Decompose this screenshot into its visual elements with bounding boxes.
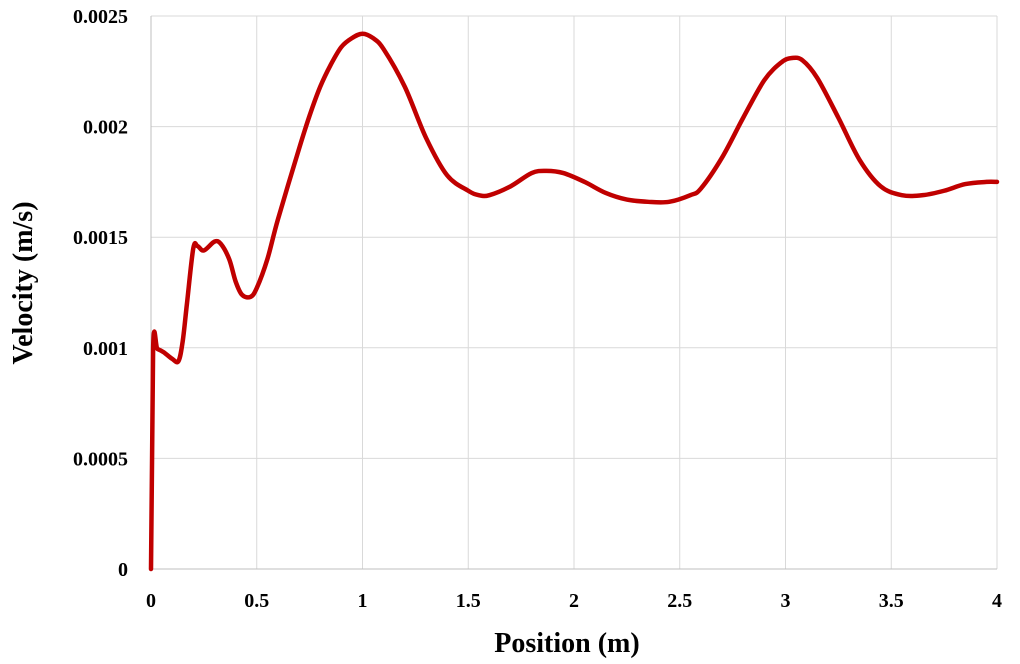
- y-tick-label: 0: [118, 559, 128, 581]
- y-tick-label: 0.0005: [73, 448, 128, 470]
- y-axis-tick-labels: 0 0.0005 0.001 0.0015 0.002 0.0025: [73, 6, 128, 581]
- grid-lines: [151, 15, 998, 569]
- x-tick-label: 3.5: [879, 590, 904, 612]
- x-tick-label: 2: [569, 590, 579, 612]
- x-axis-title: Position (m): [494, 628, 639, 659]
- y-axis-title: Velocity (m/s): [8, 201, 39, 364]
- y-tick-label: 0.002: [83, 117, 128, 139]
- velocity-series-line: [148, 31, 1000, 572]
- series-group: [148, 31, 1000, 572]
- y-tick-label: 0.0015: [73, 227, 128, 249]
- x-tick-label: 1: [358, 590, 368, 612]
- x-tick-label: 2.5: [667, 590, 692, 612]
- y-tick-label: 0.0025: [73, 6, 128, 28]
- x-tick-label: 1.5: [456, 590, 481, 612]
- x-axis-tick-labels: 0 0.5 1 1.5 2 2.5 3 3.5 4: [146, 590, 1002, 612]
- x-tick-label: 4: [992, 590, 1002, 612]
- x-tick-label: 3: [781, 590, 791, 612]
- x-tick-label: 0: [146, 590, 156, 612]
- x-tick-label: 0.5: [244, 590, 269, 612]
- y-tick-label: 0.001: [83, 338, 128, 360]
